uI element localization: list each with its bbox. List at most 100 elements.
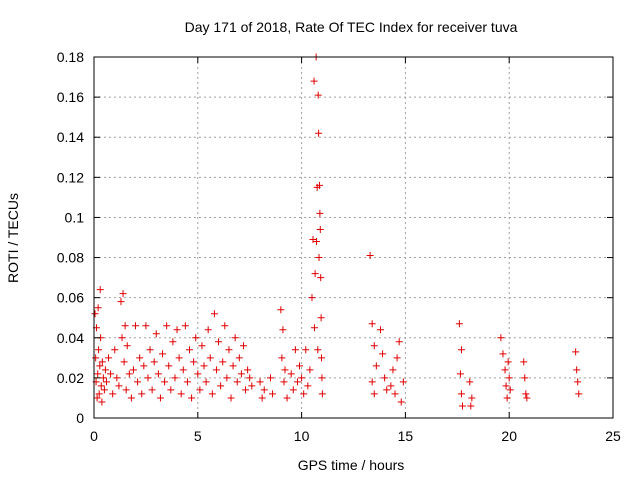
data-point bbox=[574, 378, 582, 386]
data-point bbox=[298, 374, 306, 382]
data-point bbox=[210, 310, 218, 318]
data-point bbox=[391, 390, 399, 398]
data-point bbox=[152, 330, 160, 338]
data-point bbox=[221, 322, 229, 330]
data-point bbox=[212, 366, 220, 374]
data-point bbox=[502, 382, 510, 390]
data-point bbox=[306, 366, 314, 374]
data-point bbox=[399, 378, 407, 386]
data-point bbox=[169, 338, 177, 346]
data-point bbox=[121, 322, 129, 330]
data-point bbox=[379, 350, 387, 358]
x-axis-title: GPS time / hours bbox=[298, 457, 405, 473]
data-point bbox=[389, 366, 397, 374]
data-point bbox=[154, 370, 162, 378]
data-point bbox=[95, 346, 103, 354]
data-point bbox=[310, 77, 318, 85]
data-point bbox=[132, 322, 140, 330]
data-point bbox=[313, 238, 321, 246]
data-point bbox=[192, 334, 200, 342]
data-point bbox=[280, 378, 288, 386]
data-point bbox=[102, 378, 110, 386]
data-point bbox=[457, 346, 465, 354]
data-point bbox=[190, 358, 198, 366]
data-point bbox=[227, 394, 235, 402]
data-point bbox=[237, 370, 245, 378]
data-point bbox=[127, 394, 135, 402]
data-point bbox=[520, 358, 528, 366]
data-point bbox=[208, 390, 216, 398]
data-point bbox=[198, 342, 206, 350]
x-tick-label: 25 bbox=[605, 428, 621, 444]
data-point bbox=[315, 254, 323, 262]
data-point bbox=[309, 236, 317, 244]
x-tick-label: 10 bbox=[294, 428, 310, 444]
data-point bbox=[167, 386, 175, 394]
data-point bbox=[467, 402, 475, 410]
data-point bbox=[96, 286, 104, 294]
data-point bbox=[308, 294, 316, 302]
data-point bbox=[368, 378, 376, 386]
data-points bbox=[91, 53, 583, 410]
data-point bbox=[107, 370, 115, 378]
data-point bbox=[223, 374, 231, 382]
data-point bbox=[200, 362, 208, 370]
data-point bbox=[96, 362, 104, 370]
data-point bbox=[173, 326, 181, 334]
data-point bbox=[505, 374, 513, 382]
data-point bbox=[242, 386, 250, 394]
data-point bbox=[395, 338, 403, 346]
data-point bbox=[497, 334, 505, 342]
data-point bbox=[179, 366, 187, 374]
data-point bbox=[293, 378, 301, 386]
data-point bbox=[196, 386, 204, 394]
data-point bbox=[317, 314, 325, 322]
data-point bbox=[258, 394, 266, 402]
y-axis-title: ROTI / TECUs bbox=[5, 193, 21, 283]
data-point bbox=[118, 334, 126, 342]
data-point bbox=[393, 354, 401, 362]
data-point bbox=[281, 366, 289, 374]
data-point bbox=[310, 324, 318, 332]
data-point bbox=[129, 366, 137, 374]
data-point bbox=[156, 394, 164, 402]
data-point bbox=[233, 378, 241, 386]
y-tick-label: 0.04 bbox=[57, 330, 84, 346]
data-point bbox=[296, 362, 304, 370]
data-point bbox=[256, 378, 264, 386]
data-point bbox=[302, 346, 310, 354]
data-point bbox=[194, 370, 202, 378]
data-point bbox=[120, 358, 128, 366]
data-point bbox=[246, 374, 254, 382]
data-point bbox=[150, 358, 158, 366]
data-point bbox=[100, 386, 108, 394]
data-point bbox=[109, 390, 117, 398]
data-point bbox=[171, 374, 179, 382]
data-point bbox=[163, 322, 171, 330]
data-point bbox=[136, 354, 144, 362]
data-point bbox=[318, 374, 326, 382]
data-point bbox=[165, 362, 173, 370]
data-point bbox=[219, 358, 227, 366]
data-point bbox=[457, 390, 465, 398]
data-point bbox=[239, 342, 247, 350]
plot-frame bbox=[93, 56, 614, 419]
data-point bbox=[188, 394, 196, 402]
data-point bbox=[315, 181, 323, 189]
data-point bbox=[456, 370, 464, 378]
data-point bbox=[138, 390, 146, 398]
y-tick-label: 0.1 bbox=[65, 209, 85, 225]
data-point bbox=[316, 225, 324, 233]
data-point bbox=[287, 370, 295, 378]
data-point bbox=[466, 378, 474, 386]
data-point bbox=[95, 390, 103, 398]
data-point bbox=[370, 342, 378, 350]
data-point bbox=[206, 354, 214, 362]
x-tick-label: 20 bbox=[501, 428, 517, 444]
y-tick-label: 0.12 bbox=[57, 169, 84, 185]
data-point bbox=[231, 334, 239, 342]
data-point bbox=[229, 362, 237, 370]
x-tick-label: 15 bbox=[398, 428, 414, 444]
data-point bbox=[318, 390, 326, 398]
data-point bbox=[317, 274, 325, 282]
